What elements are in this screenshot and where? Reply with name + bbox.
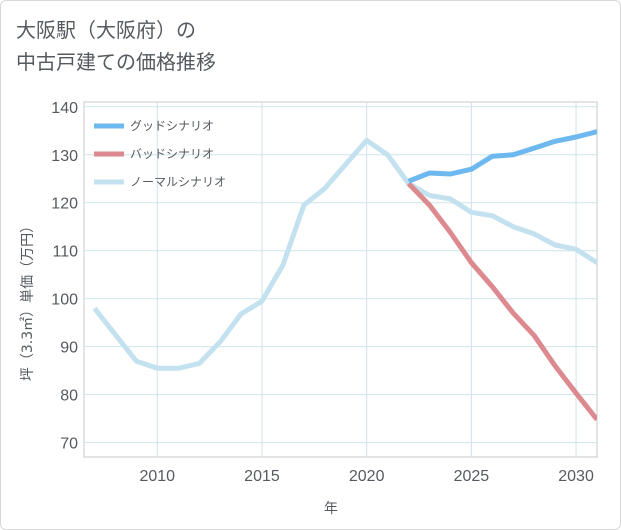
series-line-2	[92, 137, 597, 371]
x-tick-labels: 2010 2015 2020 2025 2030	[139, 468, 593, 485]
series-line-1	[406, 181, 597, 422]
y-tick-140: 140	[51, 100, 78, 117]
series-line-0	[407, 129, 597, 184]
chart-title: 大阪駅（大阪府）の 中古戸建ての価格推移	[16, 14, 576, 78]
y-tick-70: 70	[60, 436, 78, 453]
y-tick-90: 90	[60, 340, 78, 357]
legend-label-2: ノーマルシナリオ	[130, 175, 226, 189]
x-tick-2025: 2025	[454, 468, 490, 485]
y-tick-120: 120	[51, 196, 78, 213]
y-axis-label: 坪（3.3㎡）単価（万円）	[20, 219, 36, 381]
x-tick-2030: 2030	[558, 468, 594, 485]
chart-title-line2: 中古戸建ての価格推移	[16, 50, 216, 74]
plot-area	[83, 101, 598, 458]
y-tick-130: 130	[51, 148, 78, 165]
x-tick-2020: 2020	[349, 468, 385, 485]
series-lines	[92, 129, 597, 422]
y-tick-labels: 70 80 90 100 110 120 130 140	[51, 100, 78, 453]
x-tick-2010: 2010	[139, 468, 175, 485]
chart-title-line1: 大阪駅（大阪府）の	[16, 18, 196, 42]
y-tick-110: 110	[52, 244, 78, 261]
x-axis-label: 年	[324, 501, 338, 517]
x-gridlines	[156, 102, 577, 457]
legend-label-1: バッドシナリオ	[130, 147, 214, 161]
x-tick-2015: 2015	[244, 468, 280, 485]
y-tick-80: 80	[60, 388, 78, 405]
legend-label-0: グッドシナリオ	[130, 119, 214, 133]
y-tick-100: 100	[51, 292, 78, 309]
